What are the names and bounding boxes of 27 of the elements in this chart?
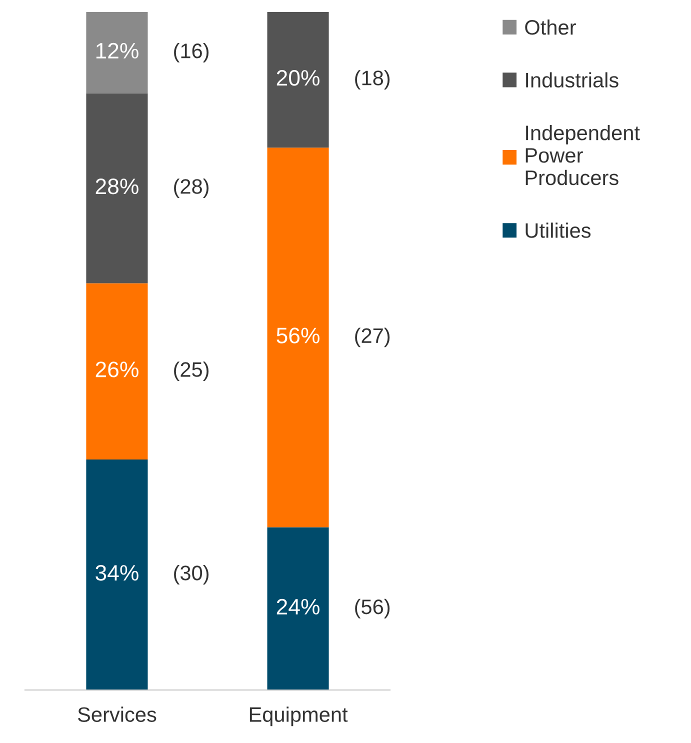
x-tick-label: Services xyxy=(78,706,156,722)
x-tick-label: Equipment xyxy=(250,706,348,726)
legend-label: Independent Power Producers xyxy=(526,124,640,186)
data-label: 34% xyxy=(96,564,138,581)
annotation: (25) xyxy=(174,362,209,382)
legend-label: Utilities xyxy=(526,222,591,238)
data-label: 12% xyxy=(96,42,138,59)
annotation: (16) xyxy=(174,42,209,62)
bar xyxy=(267,527,329,690)
bar xyxy=(86,93,148,284)
legend-label: Industrials xyxy=(526,72,618,88)
annotation: (30) xyxy=(174,565,209,584)
bar xyxy=(86,283,148,460)
annotation: (27) xyxy=(355,328,390,348)
data-label: 26% xyxy=(96,362,138,378)
bar xyxy=(267,12,329,148)
annotation: (28) xyxy=(174,178,209,198)
data-label: 20% xyxy=(276,70,320,86)
data-label: 28% xyxy=(96,178,138,194)
bar xyxy=(86,12,148,94)
bar xyxy=(267,148,329,528)
data-label: 56% xyxy=(276,328,320,344)
annotation: (18) xyxy=(355,70,390,90)
data-label: 24% xyxy=(276,598,320,615)
legend-label: Other xyxy=(525,19,576,35)
bar xyxy=(86,459,148,690)
annotation: (56) xyxy=(355,598,390,618)
